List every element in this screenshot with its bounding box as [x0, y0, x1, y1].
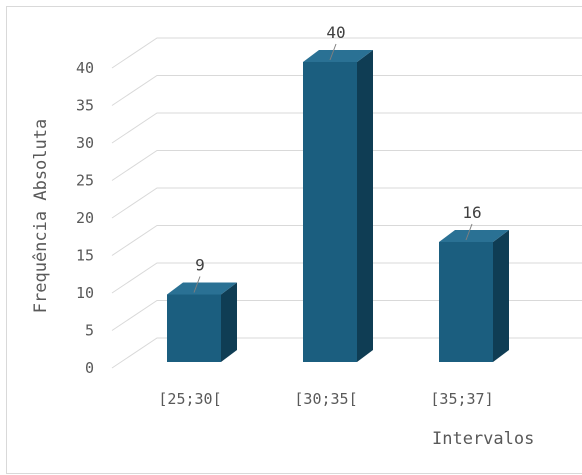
gridline: [111, 112, 582, 144]
bar-front: [167, 294, 221, 362]
y-tick-label: 40: [76, 59, 94, 77]
y-axis-title: Frequência Absoluta: [31, 119, 51, 313]
y-tick-label: 30: [76, 134, 94, 152]
y-tick-label: 25: [76, 172, 94, 190]
y-tick-labels: 0 5 10 15 20 25 30 35 40: [76, 59, 94, 377]
bar-side: [493, 230, 509, 362]
leader-line: [329, 43, 337, 61]
y-tick-label: 20: [76, 209, 94, 227]
bar-side: [221, 282, 237, 362]
bar: [167, 282, 237, 362]
bar-top: [439, 230, 509, 242]
y-tick-label: 0: [85, 359, 94, 377]
y-tick-label: 5: [85, 322, 94, 340]
bar: [303, 50, 373, 362]
bar-top: [303, 50, 373, 62]
gridlines: [111, 37, 582, 369]
bars: [167, 50, 509, 362]
x-axis-title: Intervalos: [432, 429, 534, 449]
gridline: [111, 187, 582, 219]
data-label: 16: [462, 203, 481, 222]
bar-front: [303, 62, 357, 362]
gridline: [111, 150, 582, 181]
leader-line: [465, 223, 473, 241]
x-tick-labels: [25;30[ [30;35[ [35;37]: [158, 390, 493, 408]
bar-side: [357, 50, 373, 362]
bar: [439, 230, 509, 362]
gridline: [111, 225, 582, 256]
data-label: 9: [195, 256, 205, 275]
data-labels: 9 40 16: [193, 23, 482, 293]
leader-line: [193, 276, 201, 293]
y-tick-label: 35: [76, 97, 94, 115]
x-tick-label: [35;37]: [430, 390, 493, 408]
bar-front: [439, 242, 493, 362]
gridline: [111, 75, 582, 106]
y-tick-label: 10: [76, 284, 94, 302]
x-tick-label: [30;35[: [294, 390, 357, 408]
x-tick-label: [25;30[: [158, 390, 221, 408]
data-label: 40: [326, 23, 345, 42]
y-tick-label: 15: [76, 247, 94, 265]
bar-top: [167, 282, 237, 295]
gridline: [111, 37, 582, 69]
